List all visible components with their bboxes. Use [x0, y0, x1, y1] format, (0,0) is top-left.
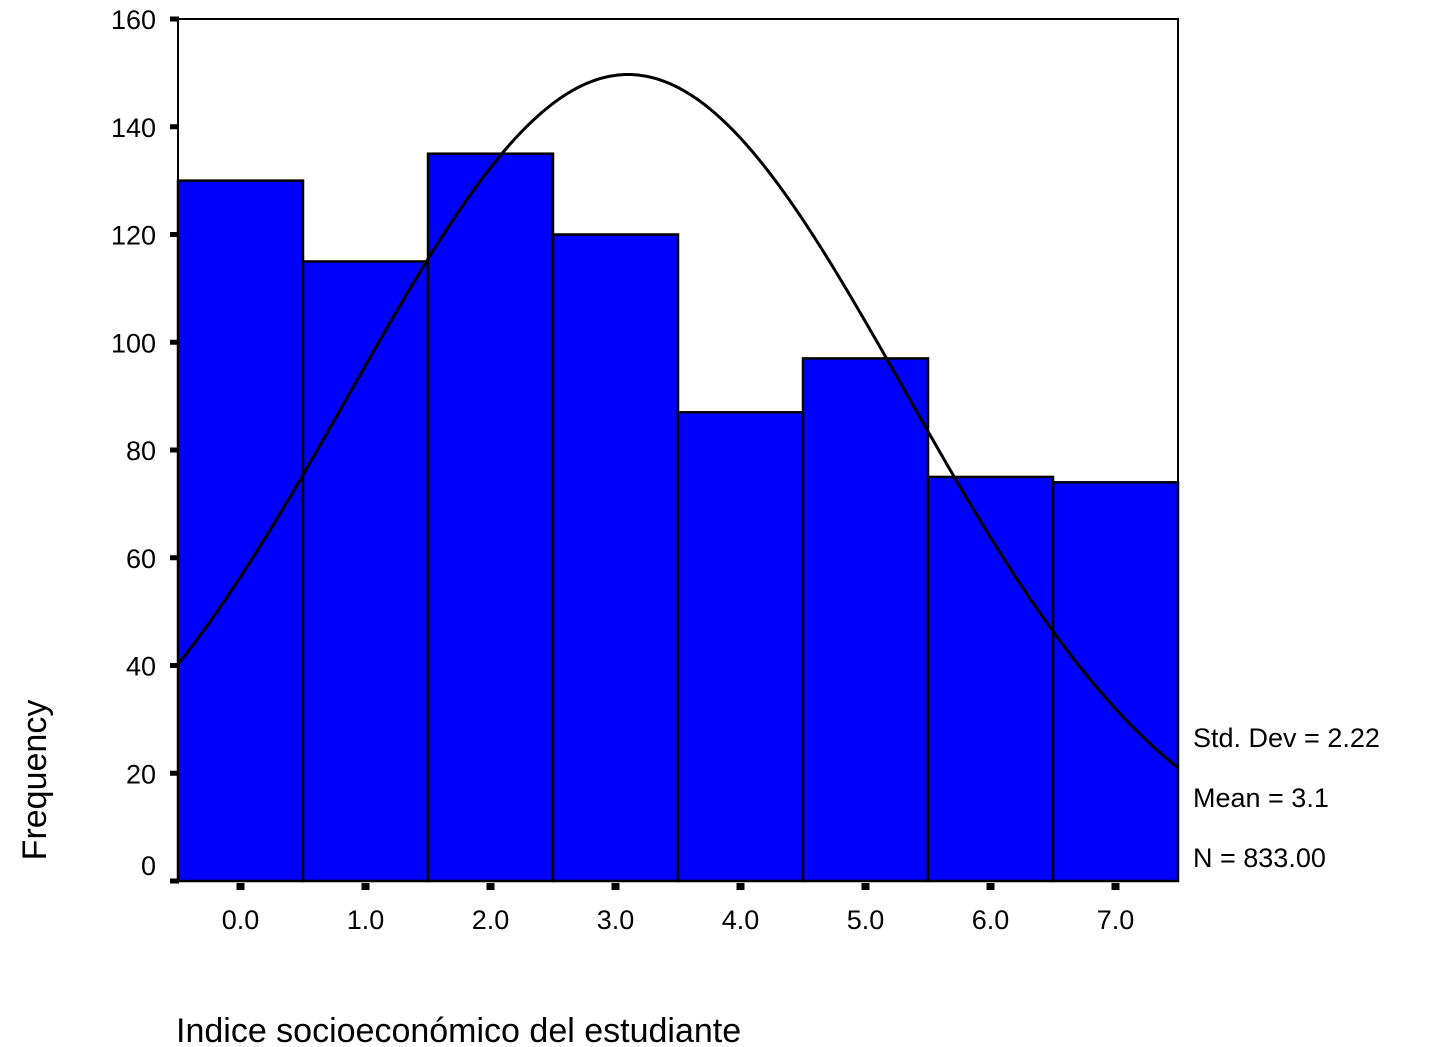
x-tick-mark	[736, 883, 745, 890]
y-tick-mark	[170, 555, 179, 561]
stat-label: Std. Dev = 2.22	[1193, 723, 1380, 753]
x-tick-mark	[861, 883, 870, 890]
x-tick-label: 7.0	[1097, 905, 1135, 935]
x-axis: 0.0 1.0 2.0 3.0 4.0 5.0 6.0 7.0	[222, 883, 1135, 935]
stat-label: N = 833.00	[1193, 843, 1326, 873]
histogram-bar	[426, 152, 555, 883]
y-tick-label: 100	[111, 328, 156, 358]
histogram-bar	[801, 357, 930, 883]
x-tick-label: 3.0	[597, 905, 635, 935]
x-tick-label: 2.0	[472, 905, 510, 935]
y-tick-mark	[170, 16, 179, 22]
x-tick-mark	[986, 883, 995, 890]
histogram-bar	[551, 233, 680, 883]
y-tick-mark	[170, 770, 179, 776]
x-tick-label: 0.0	[222, 905, 260, 935]
y-tick-mark	[170, 232, 179, 237]
histogram-bar	[1051, 481, 1180, 883]
x-axis-title: Indice socioeconómico del estudiante	[176, 1012, 741, 1047]
stat-label: Mean = 3.1	[1193, 783, 1329, 813]
y-tick-label: 140	[111, 113, 156, 143]
statistics-box: Std. Dev = 2.22 Mean = 3.1 N = 833.00	[1193, 723, 1380, 873]
histogram-bar	[176, 179, 305, 883]
x-tick-mark	[1111, 883, 1120, 890]
y-tick-label: 20	[126, 759, 156, 789]
x-tick-mark	[611, 883, 620, 890]
y-axis-title: Frequency	[16, 700, 54, 861]
bars-layer	[176, 152, 1180, 883]
x-tick-label: 6.0	[972, 905, 1010, 935]
histogram-bar	[926, 475, 1055, 883]
y-axis: 0 20 40 60 80 100 120 140 160	[111, 5, 179, 884]
x-tick-mark	[486, 883, 495, 890]
x-tick-label: 5.0	[847, 905, 885, 935]
x-tick-label: 1.0	[347, 905, 385, 935]
histogram-bar	[301, 260, 430, 883]
y-tick-label: 0	[141, 851, 156, 881]
y-tick-mark	[170, 663, 179, 668]
y-tick-label: 120	[111, 221, 156, 251]
x-tick-mark	[361, 883, 370, 890]
y-tick-mark	[170, 339, 179, 345]
x-tick-mark	[236, 883, 245, 890]
y-tick-label: 160	[111, 5, 156, 35]
histogram-bar	[676, 411, 805, 883]
y-tick-label: 60	[126, 544, 156, 574]
x-tick-label: 4.0	[722, 905, 760, 935]
y-tick-mark	[170, 878, 179, 884]
y-tick-label: 80	[126, 436, 156, 466]
y-tick-mark	[170, 124, 179, 130]
y-tick-label: 40	[126, 652, 156, 682]
y-tick-mark	[170, 447, 179, 453]
normal-curve	[176, 73, 1179, 770]
